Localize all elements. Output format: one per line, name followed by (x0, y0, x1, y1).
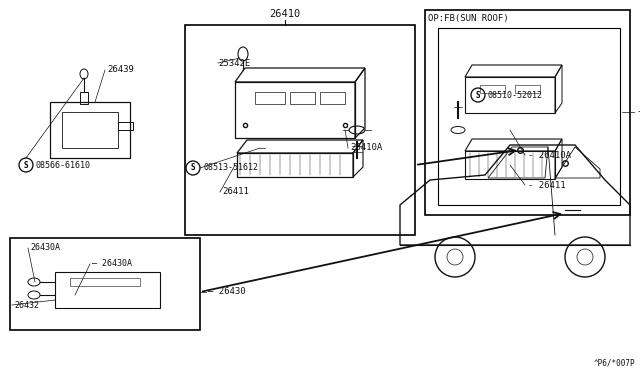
Bar (80, 92, 88, 104)
Text: - 26410A: - 26410A (528, 151, 571, 160)
Text: 26411: 26411 (222, 187, 249, 196)
Text: S: S (24, 160, 28, 170)
Bar (480, 85, 505, 93)
Text: 08513-51612: 08513-51612 (203, 164, 258, 173)
Bar (320, 92, 345, 104)
Text: 08566-61610: 08566-61610 (36, 160, 91, 170)
Text: ^P6/*007P: ^P6/*007P (593, 358, 635, 367)
Text: -26410: -26410 (636, 108, 640, 116)
Bar (185, 25, 415, 235)
Bar (515, 85, 540, 93)
Bar (425, 10, 630, 215)
Text: – 26430A: – 26430A (92, 260, 132, 269)
Text: S: S (476, 90, 480, 99)
Text: 26432: 26432 (14, 301, 39, 310)
Text: 26430A: 26430A (30, 244, 60, 253)
Text: 08510-52012: 08510-52012 (488, 90, 543, 99)
Text: 26410: 26410 (269, 9, 301, 19)
Text: OP:FB(SUN ROOF): OP:FB(SUN ROOF) (428, 13, 509, 22)
Text: – 26430: – 26430 (208, 288, 246, 296)
Bar (255, 92, 285, 104)
Bar (10, 238, 200, 330)
Bar (438, 28, 620, 205)
Text: 26439: 26439 (107, 65, 134, 74)
Text: - 26411: - 26411 (528, 180, 566, 189)
Bar (118, 122, 133, 130)
Text: S: S (191, 164, 195, 173)
Bar (290, 92, 315, 104)
Text: 25342E: 25342E (218, 58, 250, 67)
Bar (70, 278, 140, 286)
Text: 26410A: 26410A (350, 144, 382, 153)
